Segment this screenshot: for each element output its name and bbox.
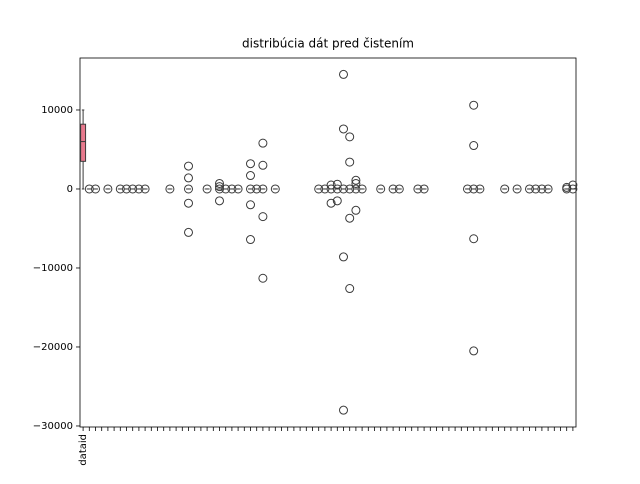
flier	[568, 180, 578, 190]
flier	[215, 182, 224, 192]
flier	[258, 160, 268, 170]
flier	[394, 184, 404, 194]
flier	[215, 178, 224, 188]
flier	[332, 179, 342, 189]
y-tick-label: −10000	[33, 263, 73, 274]
flier	[500, 184, 510, 194]
flier	[469, 234, 479, 244]
flier	[345, 157, 355, 167]
flier	[339, 69, 348, 79]
flier	[246, 235, 255, 245]
flier	[246, 200, 255, 210]
y-tick-label: 10000	[41, 105, 73, 116]
y-tick-label: −30000	[33, 421, 73, 432]
flier	[326, 198, 336, 208]
flier	[543, 184, 553, 194]
flier	[246, 159, 255, 169]
flier	[345, 132, 355, 142]
y-tick-label: −20000	[33, 342, 73, 353]
box	[80, 123, 87, 162]
y-tick-label: 0	[67, 184, 73, 195]
flier	[339, 252, 348, 262]
flier	[351, 175, 361, 185]
flier	[184, 161, 193, 171]
chart-title: distribúcia dát pred čistením	[242, 37, 414, 51]
flier	[326, 180, 336, 190]
flier	[246, 171, 255, 181]
flier	[140, 184, 150, 194]
flier	[376, 184, 386, 194]
plot-frame	[79, 57, 577, 428]
flier	[469, 346, 479, 356]
flier	[339, 124, 348, 134]
flier	[184, 227, 193, 237]
flier	[258, 212, 268, 222]
flier	[258, 184, 268, 194]
flier	[332, 196, 342, 206]
flier	[351, 205, 361, 215]
flier	[512, 184, 522, 194]
flier	[469, 141, 479, 151]
flier	[357, 184, 367, 194]
flier	[419, 184, 429, 194]
flier	[270, 184, 280, 194]
flier	[258, 273, 268, 283]
flier	[345, 284, 355, 294]
flier	[103, 184, 113, 194]
flier	[184, 198, 193, 208]
flier	[184, 184, 193, 194]
flier	[475, 184, 485, 194]
flier	[345, 213, 355, 223]
flier	[91, 184, 100, 194]
flier	[184, 173, 193, 183]
flier	[258, 138, 268, 148]
flier	[351, 178, 361, 188]
flier	[469, 100, 479, 110]
flier	[339, 405, 348, 415]
flier	[215, 196, 224, 206]
flier	[568, 184, 578, 194]
flier	[233, 184, 243, 194]
flier	[165, 184, 175, 194]
x-tick-label: dataid	[78, 434, 89, 466]
flier	[202, 184, 212, 194]
